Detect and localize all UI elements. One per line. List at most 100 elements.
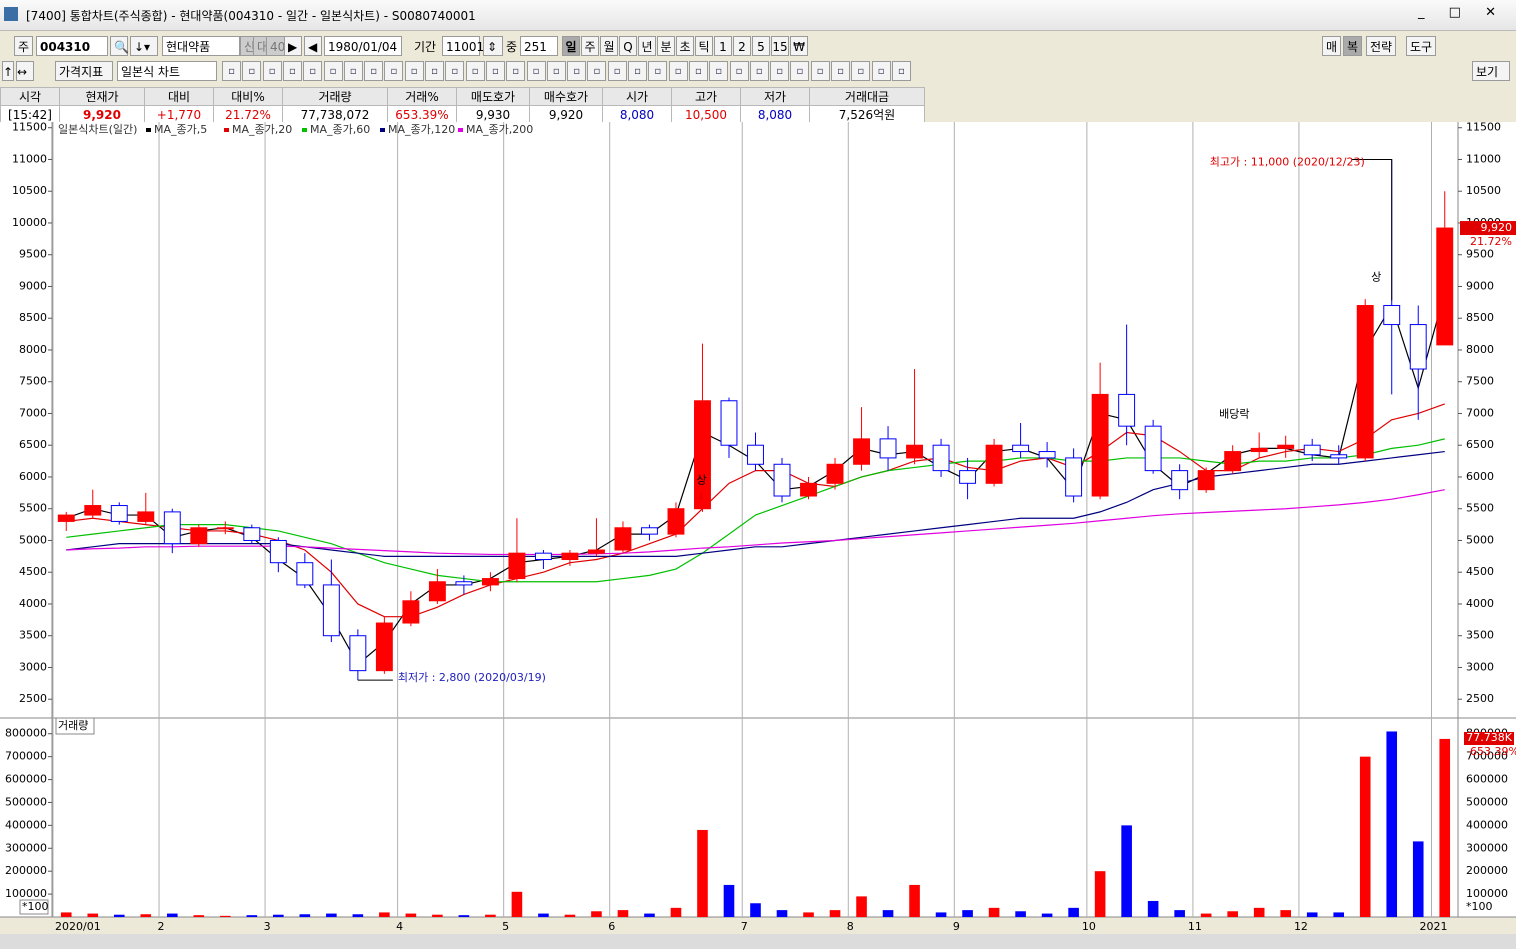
icon-button[interactable]: ▫ — [323, 61, 343, 81]
icon-button[interactable]: ▫ — [628, 61, 647, 81]
search-button[interactable]: 🔍 — [110, 36, 129, 56]
legend-swatch — [302, 128, 307, 132]
icon-button[interactable]: ▫ — [607, 61, 627, 81]
chart: 2020/01 2 3 4 5 6 7 8 9 10 11 12 2021 2500 2500 3000 300… — [0, 122, 1516, 949]
period-input[interactable]: 11001 — [442, 36, 484, 56]
interval-button[interactable]: 일 — [562, 36, 580, 56]
tool-button[interactable]: 도구 — [1406, 36, 1437, 56]
icon-button[interactable]: ▫ — [465, 61, 485, 81]
icon-button[interactable]: ▫ — [425, 61, 444, 81]
y-tick-label: 100000 — [5, 887, 47, 900]
icon-button[interactable]: ▫ — [364, 61, 384, 81]
ma-line — [66, 450, 1445, 557]
quote-header: 시가 — [602, 87, 672, 106]
interval-button[interactable]: 초 — [676, 36, 694, 56]
arrow-button[interactable]: ↔ — [16, 61, 34, 81]
icon-button[interactable]: ▫ — [567, 61, 587, 81]
volume-bar — [1121, 825, 1132, 917]
y-tick-label: 500000 — [1466, 795, 1508, 808]
spin[interactable]: ⇕ — [483, 36, 503, 56]
candle-body — [137, 511, 155, 522]
tool-button[interactable]: 전략 — [1366, 36, 1397, 56]
interval-button[interactable]: 틱 — [695, 36, 713, 56]
icon-button[interactable]: ▫ — [282, 61, 302, 81]
icon-button[interactable]: ▫ — [303, 61, 323, 81]
unit-label: *100 — [22, 900, 49, 913]
candle-body — [1118, 393, 1136, 427]
candle-body — [269, 539, 287, 564]
indicator-button[interactable]: 가격지표 — [55, 61, 113, 81]
volume-bar — [1068, 907, 1079, 917]
candle-body — [932, 444, 950, 472]
volume-bar — [935, 912, 947, 917]
interval-button[interactable]: 월 — [600, 36, 618, 56]
volume-bar — [1015, 911, 1026, 917]
interval-button[interactable]: ₩ — [790, 36, 808, 56]
code-input[interactable]: 004310 — [36, 36, 108, 56]
icon-button[interactable]: ▫ — [526, 61, 546, 81]
prev-button[interactable]: ◀ — [304, 36, 322, 56]
icon-button[interactable]: ▫ — [688, 61, 708, 81]
quote-header: 대비 — [144, 87, 214, 106]
name-input[interactable]: 현대약품 — [162, 36, 240, 56]
date-input[interactable]: 1980/01/04 — [324, 36, 402, 56]
y-tick-label: 400000 — [5, 818, 47, 831]
flag[interactable]: 40 — [266, 36, 290, 56]
quote-header: 현재가 — [59, 87, 145, 106]
candle-body — [57, 514, 75, 522]
interval-button[interactable]: 년 — [638, 36, 656, 56]
quote-value: [15:42] — [0, 105, 60, 124]
y-tick-label: 7000 — [1466, 406, 1494, 419]
icon-button[interactable]: ▫ — [790, 61, 810, 81]
interval-button[interactable]: 1 — [714, 36, 732, 56]
scrollbar[interactable] — [0, 934, 1516, 949]
tool-button[interactable]: 복 — [1343, 36, 1363, 56]
icon-button[interactable]: ▫ — [831, 61, 850, 81]
icon-button[interactable]: ▫ — [587, 61, 607, 81]
icon-button[interactable]: ▫ — [668, 61, 688, 81]
icon-button[interactable]: ▫ — [891, 61, 911, 81]
icon-button[interactable]: ▫ — [648, 61, 668, 81]
icon-button[interactable]: ▫ — [851, 61, 871, 81]
candle-body — [216, 527, 234, 530]
icon-button[interactable]: ▫ — [222, 61, 241, 81]
icon-button[interactable]: ▫ — [770, 61, 790, 81]
volume-bar — [829, 910, 841, 917]
icon-button[interactable]: ▫ — [445, 61, 465, 81]
sort-button[interactable]: ↓▾ — [130, 36, 158, 56]
interval-button[interactable]: 2 — [733, 36, 751, 56]
icon-button[interactable]: ▫ — [343, 61, 363, 81]
icon-button[interactable]: ▫ — [810, 61, 830, 81]
icon-button[interactable]: ▫ — [485, 61, 505, 81]
period-label: 기간 — [414, 40, 437, 54]
count-input[interactable]: 251 — [520, 36, 558, 56]
icon-button[interactable]: ▫ — [384, 61, 404, 81]
arrow-button[interactable]: ↑ — [2, 61, 14, 81]
icon-button[interactable]: ▫ — [871, 61, 891, 81]
icon-button[interactable]: ▫ — [506, 61, 526, 81]
volume-bar — [1333, 912, 1345, 917]
interval-button[interactable]: 15 — [771, 36, 789, 56]
view-button[interactable]: 보기 — [1472, 61, 1510, 81]
window-controls[interactable]: _ □ ✕ — [1418, 5, 1506, 20]
icon-button[interactable]: ▫ — [404, 61, 424, 81]
tool-button[interactable]: 매 — [1322, 36, 1342, 56]
legend-entry: MA_종가,120 — [388, 123, 455, 136]
icon-button[interactable]: ▫ — [709, 61, 729, 81]
next-button[interactable]: ▶ — [284, 36, 302, 56]
icon-button[interactable]: ▫ — [729, 61, 749, 81]
icon-button[interactable]: ▫ — [546, 61, 566, 81]
interval-button[interactable]: 주 — [581, 36, 599, 56]
candle-body — [561, 552, 579, 561]
legend-swatch — [458, 128, 463, 132]
chart-type-select[interactable]: 일본식 차트 — [117, 61, 217, 81]
candle-body — [1091, 393, 1109, 497]
interval-button[interactable]: 5 — [752, 36, 770, 56]
interval-button[interactable]: 분 — [657, 36, 675, 56]
icon-button[interactable]: ▫ — [749, 61, 769, 81]
icon-button[interactable]: ▫ — [262, 61, 282, 81]
y-tick-label: 6500 — [19, 438, 47, 451]
interval-button[interactable]: Q — [619, 36, 637, 56]
x-tick-label: 11 — [1188, 920, 1202, 933]
icon-button[interactable]: ▫ — [242, 61, 262, 81]
